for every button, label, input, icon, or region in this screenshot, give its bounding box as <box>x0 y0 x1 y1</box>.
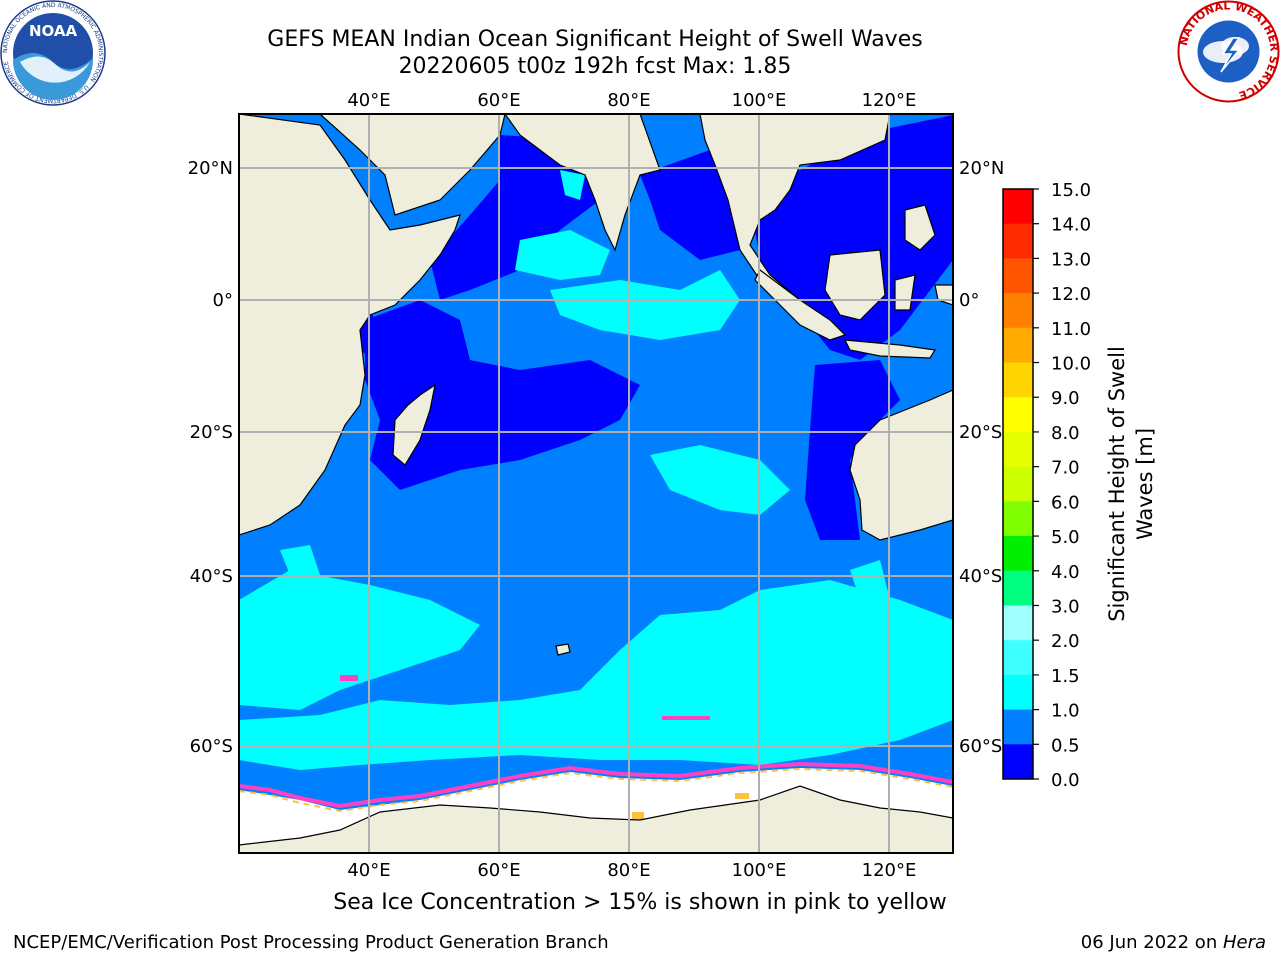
colorbar-swatch <box>1003 501 1033 537</box>
ice-edge-pink <box>239 761 953 809</box>
lat-tick: 20°N <box>188 158 233 179</box>
lat-ticks-right: 20°N 0° 20°S 40°S 60°S <box>959 158 1004 757</box>
colorbar-label: Significant Height of Swell Waves [m] <box>1105 346 1157 622</box>
lon-tick: 100°E <box>732 860 787 881</box>
colorbar-swatch <box>1003 570 1033 606</box>
colorbar-swatch <box>1003 709 1033 745</box>
colorbar-tick-label: 1.0 <box>1051 701 1080 722</box>
colorbar-swatch <box>1003 640 1033 676</box>
colorbar-swatch <box>1003 605 1033 641</box>
lat-tick: 60°S <box>959 736 1002 757</box>
ice-edge-yellow <box>239 767 953 813</box>
colorbar-swatch <box>1003 674 1033 711</box>
lon-ticks-bottom: 40°E 60°E 80°E 100°E 120°E <box>347 860 916 881</box>
lon-tick: 60°E <box>477 90 520 111</box>
colorbar-tick-label: 12.0 <box>1051 284 1091 305</box>
colorbar-swatch <box>1003 189 1033 225</box>
land <box>239 114 953 853</box>
colorbar-swatch <box>1003 223 1033 259</box>
lon-tick: 40°E <box>347 90 390 111</box>
colorbar-tick-label: 0.5 <box>1051 735 1080 756</box>
gridlines <box>239 114 953 853</box>
colorbar-tick-label: 11.0 <box>1051 319 1091 340</box>
lat-tick: 60°S <box>190 736 233 757</box>
colorbar-swatch <box>1003 431 1033 468</box>
lon-tick: 100°E <box>732 90 787 111</box>
lat-tick: 20°S <box>959 422 1002 443</box>
lon-tick: 80°E <box>607 90 650 111</box>
colorbar-tick-label: 14.0 <box>1051 215 1091 236</box>
colorbar-swatch <box>1003 327 1033 364</box>
colorbar-tick-label: 7.0 <box>1051 458 1080 479</box>
lat-tick: 0° <box>213 290 233 311</box>
lon-ticks-top: 40°E 60°E 80°E 100°E 120°E <box>347 90 916 111</box>
colorbar-frame <box>1002 188 1034 780</box>
lon-tick: 120°E <box>862 90 917 111</box>
lat-tick: 40°S <box>959 566 1002 587</box>
footer-machine: Hera <box>1222 932 1266 953</box>
colorbar-swatch <box>1003 466 1033 502</box>
colorbar-swatch <box>1003 293 1033 329</box>
sea-ice-caption: Sea Ice Concentration > 15% is shown in … <box>333 890 947 915</box>
colorbar-tick-label: 15.0 <box>1051 180 1091 201</box>
lat-tick: 20°N <box>959 158 1004 179</box>
lon-tick: 80°E <box>607 860 650 881</box>
map-field <box>239 114 953 853</box>
footer-date: 06 Jun 2022 on Hera <box>1081 932 1266 953</box>
lat-tick: 40°S <box>190 566 233 587</box>
map-subtitle: 20220605 t00z 192h fcst Max: 1.85 <box>398 54 792 79</box>
map-frame <box>238 113 954 854</box>
colorbar-tick-label: 8.0 <box>1051 423 1080 444</box>
noaa-logo: NATIONAL OCEANIC AND ATMOSPHERIC ADMINIS… <box>0 0 106 106</box>
colorbar-swatch <box>1003 258 1033 294</box>
lat-tick: 0° <box>959 290 979 311</box>
noaa-logo-text: NOAA <box>29 22 78 40</box>
colorbar <box>1003 189 1033 780</box>
colorbar-swatch <box>1003 744 1033 780</box>
colorbar-tick-label: 9.0 <box>1051 388 1080 409</box>
colorbar-tick-label: 4.0 <box>1051 562 1080 583</box>
colorbar-ticks: 15.0 14.0 13.0 12.0 11.0 10.0 9.0 8.0 7.0 6.0 5.0 4… <box>1033 180 1091 791</box>
colorbar-tick-label: 2.0 <box>1051 631 1080 652</box>
lon-tick: 60°E <box>477 860 520 881</box>
colorbar-swatch <box>1003 536 1033 572</box>
lon-tick: 120°E <box>862 860 917 881</box>
colorbar-tick-label: 13.0 <box>1051 249 1091 270</box>
colorbar-tick-label: 6.0 <box>1051 492 1080 513</box>
nws-logo: NATIONAL WEATHER SERVICE <box>1177 0 1280 103</box>
colorbar-swatch <box>1003 397 1033 433</box>
map-title: GEFS MEAN Indian Ocean Significant Heigh… <box>267 27 923 52</box>
footer-branch: NCEP/EMC/Verification Post Processing Pr… <box>13 932 609 953</box>
colorbar-tick-label: 3.0 <box>1051 596 1080 617</box>
colorbar-swatch <box>1003 362 1033 398</box>
lat-tick: 20°S <box>190 422 233 443</box>
colorbar-tick-label: 5.0 <box>1051 527 1080 548</box>
colorbar-label-line1: Significant Height of Swell <box>1105 346 1129 622</box>
moderate-swell-regions <box>239 170 953 770</box>
colorbar-label-line2: Waves [m] <box>1133 428 1157 540</box>
lon-tick: 40°E <box>347 860 390 881</box>
lat-ticks-left: 20°N 0° 20°S 40°S 60°S <box>188 158 233 757</box>
colorbar-tick-label: 0.0 <box>1051 770 1080 791</box>
colorbar-tick-label: 1.5 <box>1051 666 1080 687</box>
footer-date-text: 06 Jun 2022 on <box>1080 932 1223 953</box>
colorbar-tick-label: 10.0 <box>1051 354 1091 375</box>
